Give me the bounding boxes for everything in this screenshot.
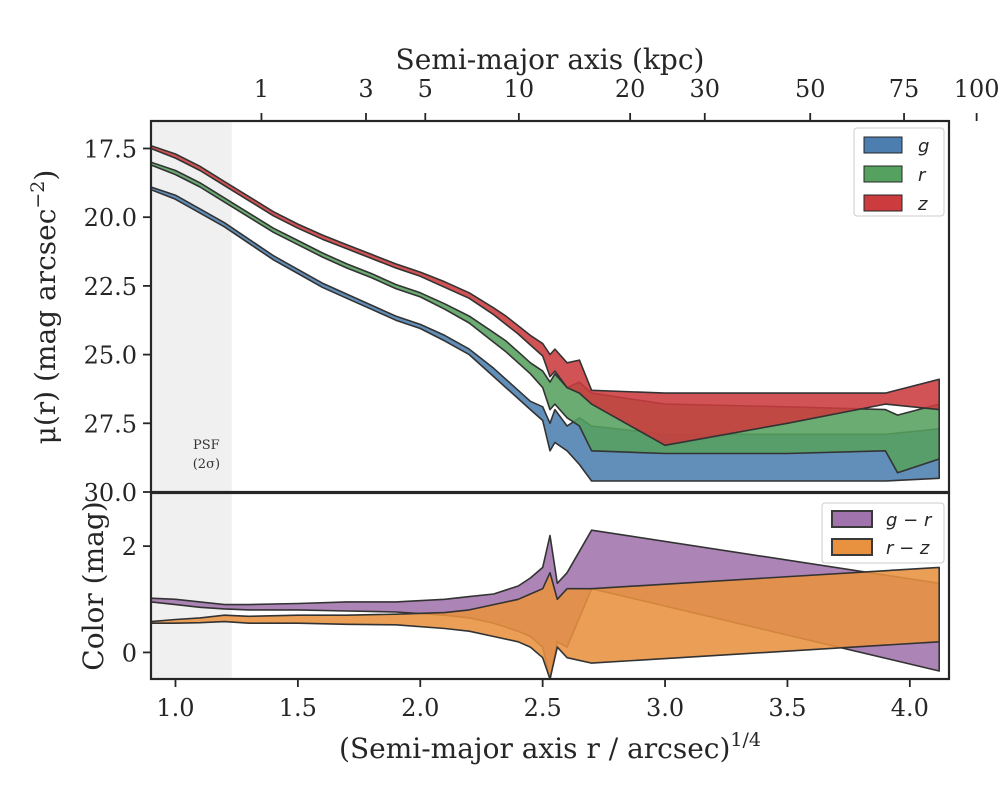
y-tick-label: 27.5 [84, 410, 137, 438]
x-tick-label: 4.0 [891, 694, 929, 722]
legend-label-r: r [918, 165, 927, 186]
x2-tick-label: 100 [954, 75, 1000, 103]
x-axis-title: (Semi-major axis r / arcsec)1/4 [339, 729, 761, 765]
x2-tick-label: 75 [889, 75, 920, 103]
legend-swatch-r-z [831, 538, 873, 556]
x-tick-label: 2.0 [401, 694, 439, 722]
psf-shaded-region [151, 121, 232, 492]
color-y-tick-label: 2 [122, 533, 137, 561]
y-tick-label: 20.0 [84, 204, 137, 232]
color-panel: 02 1.0 1.5 2.0 2.5 3.0 3.5 4.0 Color (mag) (Se… [77, 491, 951, 765]
legend-bands: g r z [853, 127, 945, 217]
color-series [151, 529, 940, 679]
y-axis-ticks: 17.5 20.0 22.5 25.0 27.5 30.0 [84, 135, 151, 507]
legend-label-g: g [918, 136, 929, 157]
band-z [151, 144, 940, 447]
x-tick-label: 3.5 [768, 694, 806, 722]
y-tick-label: 17.5 [84, 135, 137, 163]
secondary-x-axis-ticks: 1351020305075100150 [254, 75, 1000, 121]
secondary-x-axis-title: Semi-major axis (kpc) [396, 43, 705, 76]
x2-tick-label: 10 [504, 75, 535, 103]
y-tick-label: 25.0 [84, 342, 137, 370]
legend-swatch-r [863, 165, 903, 183]
psf-label: PSF [193, 438, 220, 453]
color-y-axis-ticks: 02 [122, 533, 151, 667]
x2-tick-label: 30 [689, 75, 720, 103]
x-tick-label: 3.0 [646, 694, 684, 722]
legend-colors: g − r r − z [821, 502, 945, 564]
x2-tick-label: 3 [358, 75, 373, 103]
color-y-tick-label: 0 [122, 639, 137, 667]
psf-label-sigma: (2σ) [193, 457, 220, 472]
surface-brightness-panel: PSF (2σ) 17.5 20.0 22.5 25.0 27.5 30.0 1 3 5 10 2… [27, 43, 1000, 507]
y-tick-label: 30.0 [84, 479, 137, 507]
x2-tick-label: 20 [615, 75, 646, 103]
x-tick-label: 2.5 [524, 694, 562, 722]
x2-tick-label: 5 [418, 75, 433, 103]
psf-shaded-region-color [151, 493, 232, 679]
y-axis-title-color: Color (mag) [77, 501, 110, 670]
x-tick-label: 1.5 [279, 694, 317, 722]
x2-tick-label: 1 [254, 75, 269, 103]
legend-swatch-z [863, 194, 903, 212]
legend-label-r-z: r − z [886, 538, 930, 559]
legend-label-z: z [917, 194, 928, 215]
x2-tick-label: 50 [795, 75, 826, 103]
y-tick-label: 22.5 [84, 273, 137, 301]
band-r-minus-z [151, 566, 940, 679]
legend-swatch-g [863, 136, 903, 154]
legend-swatch-g-r [831, 510, 873, 528]
y-axis-title-surface-brightness: μ(r) (mag arcsec−2) [27, 170, 62, 445]
band-r [151, 161, 940, 474]
legend-label-g-r: g − r [886, 510, 933, 531]
x-axis-ticks: 1.0 1.5 2.0 2.5 3.0 3.5 4.0 [156, 679, 929, 722]
surface-brightness-series [151, 144, 940, 482]
bottom-axes-frame [149, 491, 951, 681]
x-tick-label: 1.0 [156, 694, 194, 722]
